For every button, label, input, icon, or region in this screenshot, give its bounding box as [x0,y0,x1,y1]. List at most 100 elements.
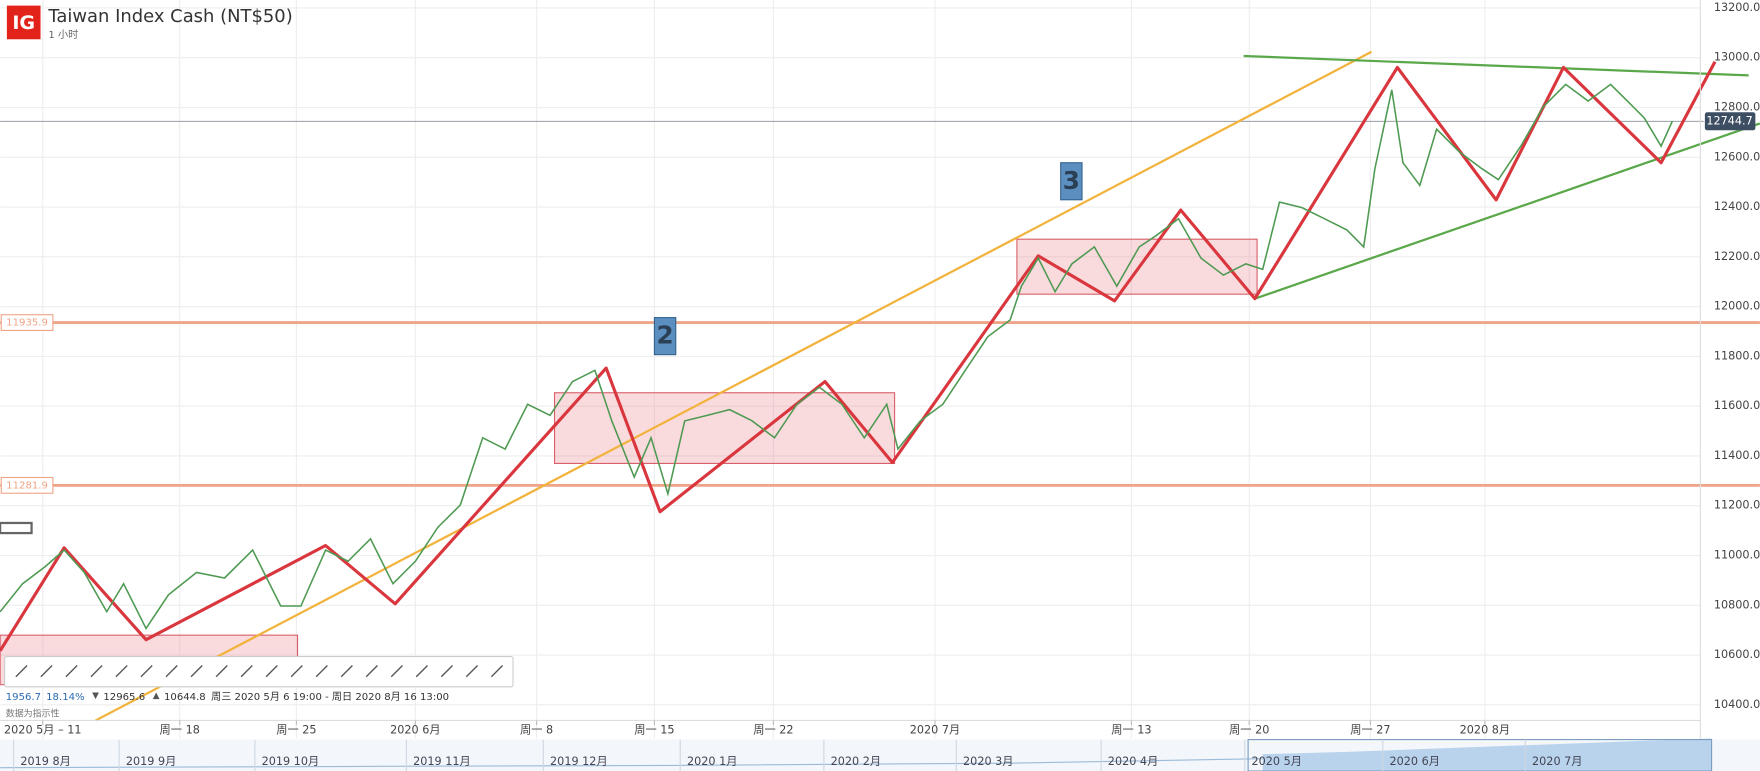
navigator-label: 2020 4月 [1108,755,1158,768]
y-tick-label: 10600.0 [1714,648,1760,661]
navigator-label: 2020 5月 [1251,755,1301,768]
y-tick-label: 11800.0 [1714,349,1760,362]
wave-label: 3 [1063,166,1080,195]
y-tick-label: 12800.0 [1714,101,1760,114]
toolbar [4,655,514,688]
y-tick-label: 13200.0 [1714,1,1760,14]
y-tick-label: 11200.0 [1714,499,1760,512]
tool-icon [165,665,178,678]
interval: 1 小时 [48,29,78,41]
y-tick-label: 11600.0 [1714,399,1760,412]
level-tag [0,314,54,332]
wave-label-box [1060,162,1083,201]
navigator-label: 2020 1月 [687,755,737,768]
tool-icon [265,665,278,678]
navigator-label: 2019 8月 [20,755,70,768]
navigator-label: 2019 12月 [550,755,608,768]
y-tick-label: 12600.0 [1714,150,1760,163]
level-label: 11281.9 [6,480,48,491]
side-handle[interactable] [0,521,33,535]
low-icon [152,692,160,700]
navigator-window[interactable] [1247,739,1713,771]
navigator-label: 2020 6月 [1390,755,1440,768]
note: 数据为指示性 [6,707,60,719]
x-tick-label: 周一 18 [160,724,200,737]
tool-icon [340,665,353,678]
tool-icon [315,665,328,678]
stat-change-pct: 18.14% [46,692,85,703]
tool-icon [140,665,153,678]
price [0,83,1674,631]
x-tick-label: 周一 13 [1111,724,1151,737]
grid [0,0,1701,739]
x-tick-label: 2020 8月 [1460,724,1510,737]
levels: 11935.9 11281.9 [0,120,1760,494]
tool-icon [90,665,103,678]
navigator-line [0,758,1263,769]
trend-line [95,50,1373,722]
tool-icon [15,665,28,678]
current-price-tag [1704,112,1756,131]
stat-change: 1956.7 [6,692,41,703]
zigzag [0,60,1717,652]
tool-icon [390,665,403,678]
wave-label: 2 [656,321,673,350]
x-tick-label: 周一 20 [1229,724,1269,737]
axes: 10400.0 10600.0 10800.0 11000.0 11200.0 11400… [0,0,1760,739]
navigator-label: 2019 11月 [413,755,471,768]
navigator: 2019 8月 2019 9月 2019 10月 2019 11月 2019 12月 20… [0,738,1760,771]
x-tick-label: 2020 6月 [390,724,440,737]
stat-high: 12965.6 [103,692,145,703]
x-tick-label: 周一 15 [634,724,674,737]
y-tick-label: 11400.0 [1714,449,1760,462]
y-tick-label: 10400.0 [1714,698,1760,711]
navigator-label: 2019 9月 [126,755,176,768]
tool-icon [240,665,253,678]
stat-low: 10644.8 [164,692,206,703]
tool-icon [490,665,504,678]
tool-icon [190,665,203,678]
tool-icon [40,665,53,678]
zone-rect [553,392,896,464]
navigator-label: 2019 10月 [262,755,320,768]
drawings [0,50,1760,722]
level-label: 11935.9 [6,318,48,329]
navigator-label: 2020 2月 [831,755,881,768]
y-tick-label: 11000.0 [1714,549,1760,562]
wave-label-box [653,317,677,356]
high-icon [92,692,99,700]
x-tick-label: 周一 25 [276,724,316,737]
x-tick-label: 2020 7月 [910,724,960,737]
tool-icon [65,665,78,678]
tool-icon [415,665,428,678]
y-tick-label: 12200.0 [1714,250,1760,263]
tool-icon [115,665,128,678]
x-tick-label: 2020 5月 – 11 [4,724,82,737]
trend-line [1243,54,1749,77]
logo-text: IG [12,12,35,34]
price-line [0,83,1674,631]
logo [6,5,41,40]
y-tick-label: 12400.0 [1714,200,1760,213]
level-tag [0,476,54,494]
navigator-area [1262,738,1712,771]
title: Taiwan Index Cash (NT$50) [47,6,292,27]
toolbar-box [4,655,514,688]
y-tick-label: 12000.0 [1714,300,1760,313]
y-tick-label: 13000.0 [1714,51,1760,64]
tool-icon [290,665,303,678]
x-tick-label: 周一 8 [520,724,553,737]
tool-icon [465,665,479,678]
tool-icon [440,665,454,678]
navigator-label: 2020 3月 [963,755,1013,768]
stat-range: 周三 2020 5月 6 19:00 - 周日 2020 8月 16 13:00 [211,691,449,703]
x-tick-label: 周一 22 [753,724,793,737]
navigator-label: 2020 7月 [1532,755,1582,768]
current-price-label: 12744.7 [1706,114,1752,127]
tool-icon [215,665,228,678]
tool-icon [365,665,378,678]
x-tick-label: 周一 27 [1350,724,1390,737]
y-tick-label: 10800.0 [1714,598,1760,611]
